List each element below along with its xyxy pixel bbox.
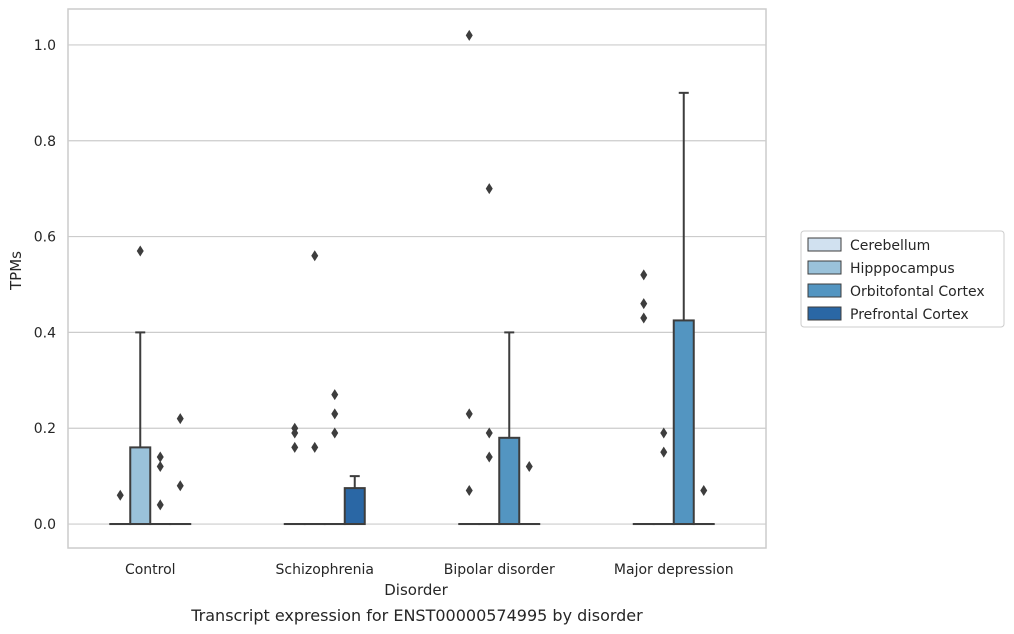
legend-label: Cerebellum xyxy=(850,238,930,254)
box-prefrontal-cortex xyxy=(343,475,366,526)
boxes xyxy=(109,29,715,526)
outlier-point xyxy=(640,269,648,281)
legend-label: Orbitofontal Cortex xyxy=(850,284,985,300)
outlier-point xyxy=(485,427,493,439)
box-body xyxy=(672,319,695,526)
outlier-point xyxy=(485,451,493,463)
outlier-point xyxy=(465,408,473,420)
box-body xyxy=(129,446,152,526)
y-axis-ticks: 0.0 0.2 0.4 0.6 0.8 1.0 xyxy=(34,38,56,533)
outlier-point xyxy=(640,298,648,310)
y-tick-label: 0.0 xyxy=(34,517,56,533)
outlier-point xyxy=(525,461,533,473)
legend-swatch xyxy=(807,306,842,321)
x-tick-label: Schizophrenia xyxy=(276,562,374,578)
outlier-point xyxy=(176,413,184,425)
x-axis-title: Disorder xyxy=(384,581,448,599)
outlier-point xyxy=(136,245,144,257)
y-tick-label: 0.4 xyxy=(34,325,56,341)
outlier-point xyxy=(465,29,473,41)
outlier-point xyxy=(156,451,164,463)
legend-frame xyxy=(800,230,1005,328)
outlier-point xyxy=(660,446,668,458)
outlier-point xyxy=(640,312,648,324)
outlier-point xyxy=(331,389,339,401)
box-orbitofontal-cortex xyxy=(672,91,695,526)
y-tick-label: 0.2 xyxy=(34,421,56,437)
y-tick-label: 0.8 xyxy=(34,134,56,150)
plot-frame xyxy=(67,8,767,549)
outlier-point xyxy=(331,408,339,420)
box-prefrontal-cortex xyxy=(692,485,715,526)
box-body xyxy=(498,436,521,526)
box-orbitofontal-cortex xyxy=(498,331,521,526)
box-cerebellum xyxy=(109,489,132,526)
legend: Cerebellum Hipppocampus Orbitofontal Corte… xyxy=(800,230,1005,328)
box-orbitofontal-cortex xyxy=(149,451,172,526)
outlier-point xyxy=(156,461,164,473)
box-hipppocampus xyxy=(478,183,501,526)
box-body xyxy=(343,487,366,526)
box-cerebellum xyxy=(283,422,306,526)
box-cerebellum xyxy=(458,29,481,526)
y-tick-label: 0.6 xyxy=(34,230,56,246)
box-hipppocampus xyxy=(129,245,152,526)
box-hipppocampus xyxy=(303,250,326,526)
x-tick-label: Major depression xyxy=(614,562,734,578)
legend-label: Prefrontal Cortex xyxy=(850,307,969,323)
outlier-point xyxy=(291,441,299,453)
box-hipppocampus xyxy=(652,427,675,526)
legend-swatch xyxy=(807,260,842,275)
outlier-point xyxy=(116,489,124,501)
box-cerebellum xyxy=(632,269,655,526)
legend-label: Hipppocampus xyxy=(850,261,955,277)
box-prefrontal-cortex xyxy=(518,461,541,526)
y-axis-title: TPMs xyxy=(7,251,25,291)
y-tick-label: 1.0 xyxy=(34,38,56,54)
chart-caption: Transcript expression for ENST0000057499… xyxy=(191,606,643,625)
outlier-point xyxy=(465,485,473,497)
outlier-point xyxy=(176,480,184,492)
outlier-point xyxy=(700,485,708,497)
outlier-point xyxy=(311,441,319,453)
x-axis-ticks: Control Schizophrenia Bipolar disorder Majo… xyxy=(125,562,734,578)
legend-swatch xyxy=(807,283,842,298)
outlier-point xyxy=(156,499,164,511)
outlier-point xyxy=(291,422,299,434)
box-prefrontal-cortex xyxy=(169,413,192,526)
outlier-point xyxy=(485,183,493,195)
x-tick-label: Bipolar disorder xyxy=(444,562,555,578)
legend-swatch xyxy=(807,237,842,252)
outlier-point xyxy=(331,427,339,439)
x-tick-label: Control xyxy=(125,562,176,578)
outlier-point xyxy=(660,427,668,439)
box-orbitofontal-cortex xyxy=(323,389,346,526)
outlier-point xyxy=(311,250,319,262)
